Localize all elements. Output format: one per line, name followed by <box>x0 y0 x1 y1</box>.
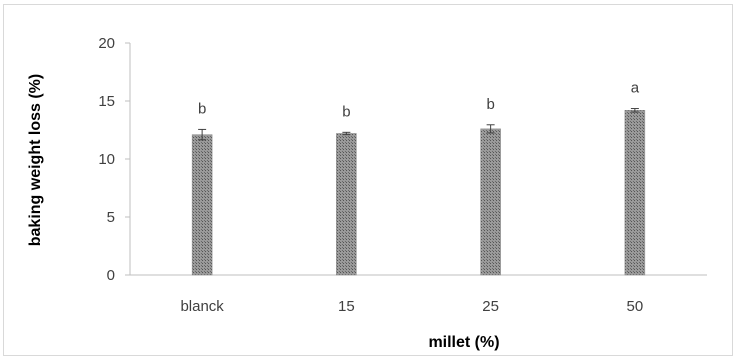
bar-chart: 0 5 10 15 20 blanck 15 25 50 b b b a baking weight… <box>27 35 707 351</box>
y-tick-label: 5 <box>107 209 115 226</box>
chart-frame: 0 5 10 15 20 blanck 15 25 50 b b b a baking weight… <box>3 4 733 356</box>
bar-50 <box>624 110 646 276</box>
significance-label: b <box>342 103 350 120</box>
significance-label: a <box>631 80 640 97</box>
y-axis: 0 5 10 15 20 <box>98 35 131 284</box>
bar-blanck <box>191 134 213 276</box>
bar-15 <box>336 133 357 276</box>
x-axis: blanck 15 25 50 <box>130 274 707 315</box>
significance-label: b <box>198 100 206 117</box>
x-tick-label: 15 <box>338 298 355 315</box>
significance-label: b <box>486 96 494 113</box>
bar-series: b b b a <box>191 80 646 276</box>
x-tick-label: 25 <box>482 298 499 315</box>
y-tick-label: 15 <box>98 93 115 110</box>
x-tick-label: 50 <box>627 298 644 315</box>
x-axis-title: millet (%) <box>428 334 499 351</box>
bar-25 <box>480 128 501 276</box>
y-tick-label: 20 <box>98 35 115 52</box>
y-axis-title: baking weight loss (%) <box>27 74 44 246</box>
x-tick-label: blanck <box>180 298 224 315</box>
y-tick-label: 0 <box>107 267 115 284</box>
y-tick-label: 10 <box>98 151 115 168</box>
